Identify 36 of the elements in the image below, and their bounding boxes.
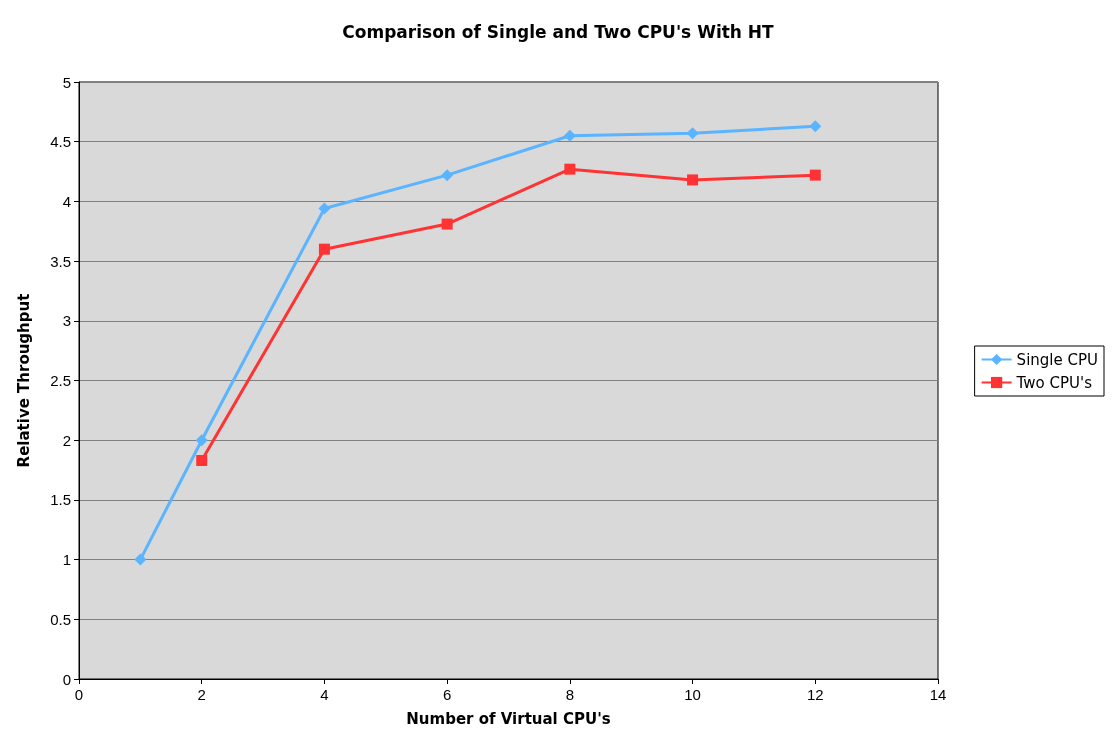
point (318, 202, 331, 215)
point (441, 169, 454, 182)
point (196, 455, 208, 466)
point (563, 129, 576, 142)
x-tick-label: 4 (320, 686, 329, 703)
point (809, 169, 821, 181)
x-tick-label: 6 (442, 686, 452, 703)
x-tick-label: 0 (74, 686, 84, 703)
y-tick-label: 3.5 (50, 252, 71, 270)
y-tick-label: 5 (62, 73, 71, 91)
y-tick-label: 2.5 (50, 372, 71, 389)
y-tick-label: 2 (62, 431, 71, 449)
x-axis-title: Number of Virtual CPU's (406, 709, 611, 728)
y-tick-label: 1.5 (50, 491, 71, 509)
point (687, 174, 699, 186)
y-tick-label: 4.5 (50, 133, 71, 151)
legend-label: Single CPU (1016, 350, 1099, 369)
y-tick-label: 3 (62, 312, 71, 330)
point (134, 553, 147, 566)
point (564, 163, 576, 175)
y-axis-title: Relative Throughput (14, 293, 33, 468)
point (318, 243, 330, 255)
x-tick-label: 12 (806, 686, 824, 703)
x-tick-label: 2 (197, 686, 206, 703)
y-tick-label: 4 (62, 192, 71, 210)
chart-title: Comparison of Single and Two CPU's With HT (342, 21, 775, 42)
x-tick-label: 8 (565, 686, 575, 703)
y-tick-label: 0 (62, 670, 71, 688)
x-tick-label: 14 (929, 686, 947, 703)
y-tick-label: 0.5 (50, 610, 71, 628)
legend-label: Two CPU's (1015, 373, 1093, 392)
point (195, 434, 208, 447)
y-tick-label: 1 (62, 551, 71, 569)
x-tick-label: 10 (684, 686, 701, 703)
point (809, 120, 822, 133)
point (441, 218, 453, 230)
